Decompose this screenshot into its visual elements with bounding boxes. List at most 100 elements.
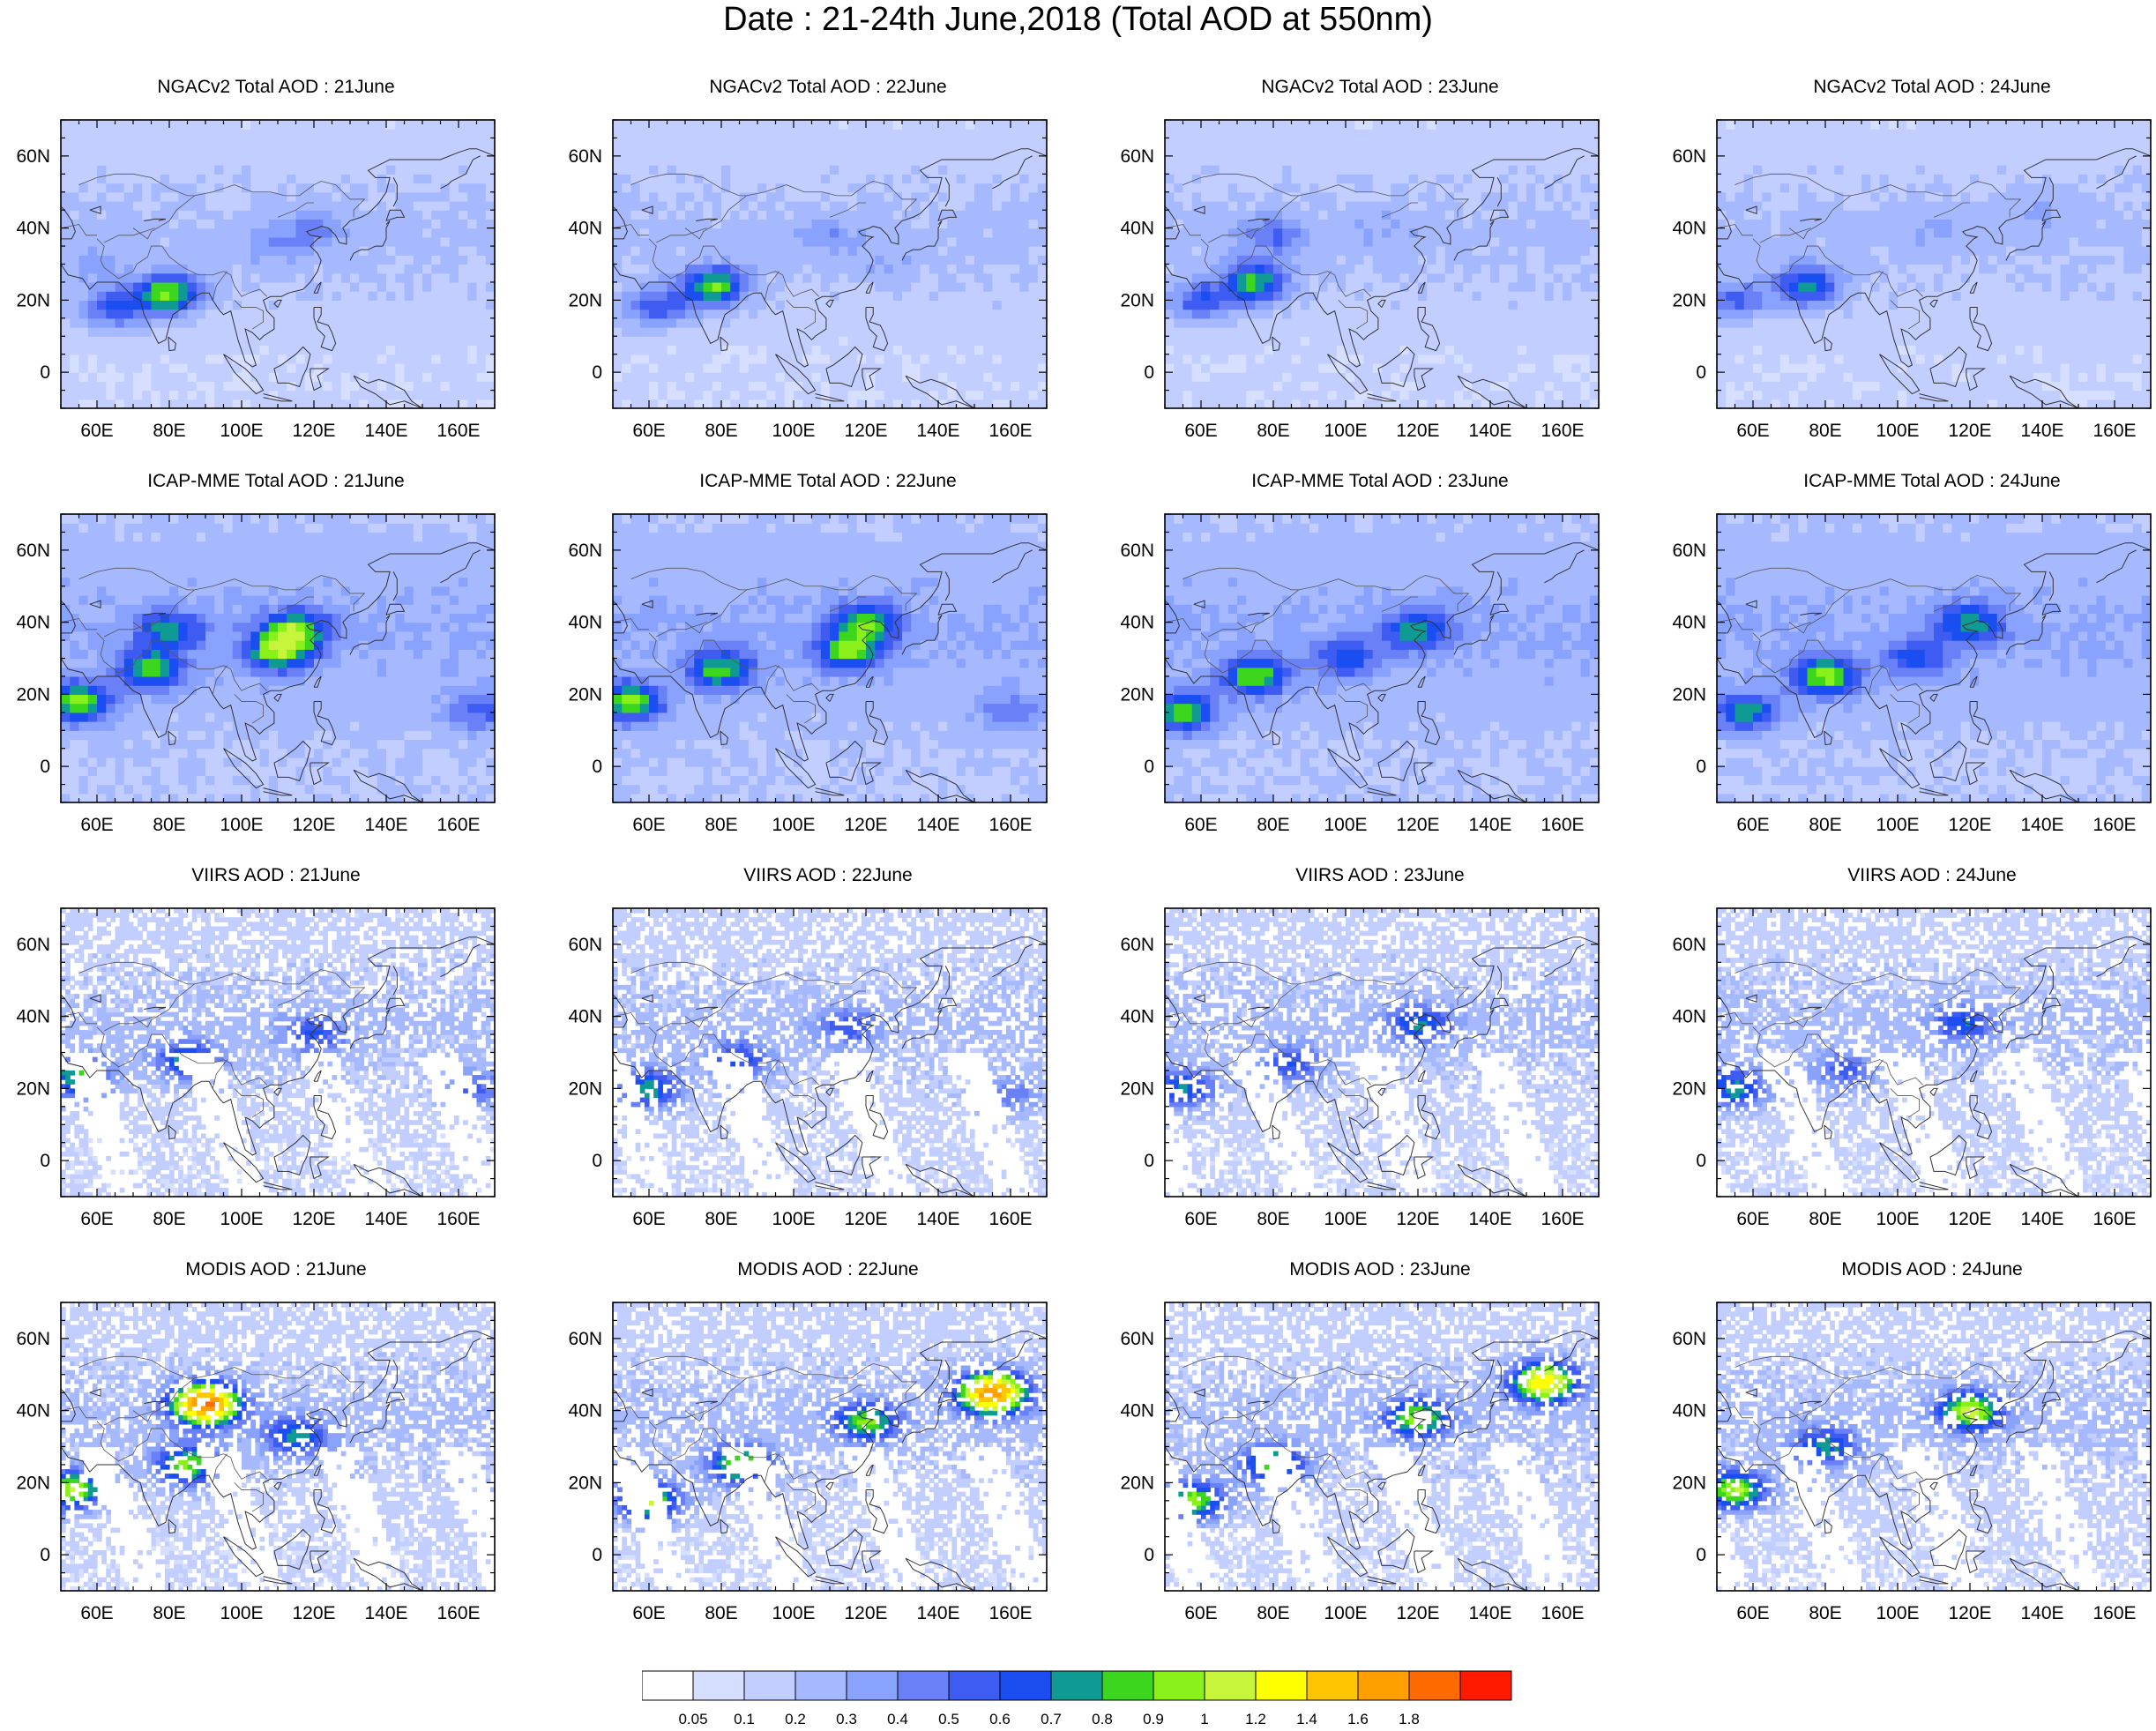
aod-cell <box>486 363 496 373</box>
aod-cell <box>857 265 867 274</box>
aod-cell <box>1382 372 1391 382</box>
aod-cell <box>250 246 260 256</box>
aod-cell <box>116 246 125 256</box>
aod-cell <box>1038 391 1048 400</box>
aod-cell <box>1382 228 1391 238</box>
aod-cell <box>893 147 903 157</box>
aod-cell <box>712 201 722 211</box>
aod-cell <box>921 345 930 354</box>
aod-cell <box>1518 210 1527 220</box>
aod-cell <box>640 120 650 130</box>
aod-cell <box>477 291 487 301</box>
aod-cell <box>1019 318 1029 328</box>
aod-cell <box>1237 363 1247 373</box>
aod-cell <box>640 363 650 373</box>
aod-cell <box>839 391 848 400</box>
aod-cell <box>1019 345 1029 354</box>
aod-cell <box>1165 255 1175 265</box>
aod-cell <box>1002 399 1011 409</box>
aod-cell <box>766 147 776 157</box>
aod-cell <box>1228 282 1238 292</box>
aod-cell <box>966 291 975 301</box>
aod-cell <box>1228 228 1238 238</box>
aod-cell <box>1400 300 1410 310</box>
y-tick-label: 20N <box>16 290 50 310</box>
aod-cell <box>757 147 767 157</box>
aod-cell <box>740 345 750 354</box>
aod-cell <box>296 246 306 256</box>
aod-cell <box>1473 138 1482 147</box>
aod-cell <box>422 165 432 175</box>
aod-cell <box>359 174 369 183</box>
aod-cell <box>1002 300 1011 310</box>
aod-cell <box>314 210 324 220</box>
aod-cell <box>233 310 242 319</box>
aod-cell <box>694 354 704 364</box>
aod-cell <box>395 255 405 265</box>
aod-cell <box>1590 372 1600 382</box>
aod-cell <box>1201 183 1211 193</box>
aod-cell <box>1509 219 1518 228</box>
aod-cell <box>622 300 631 310</box>
aod-cell <box>1581 138 1591 147</box>
aod-cell <box>1400 147 1410 157</box>
aod-cell <box>287 237 296 247</box>
aod-cell <box>685 318 695 328</box>
aod-cell <box>1445 210 1455 220</box>
aod-cell <box>197 120 206 130</box>
aod-cell <box>802 310 812 319</box>
aod-cell <box>721 391 731 400</box>
aod-cell <box>178 291 188 301</box>
aod-cell <box>929 300 939 310</box>
aod-cell <box>776 165 786 175</box>
aod-cell <box>1237 327 1247 337</box>
aod-cell <box>450 381 459 391</box>
aod-cell <box>1445 228 1455 238</box>
aod-cell <box>386 363 396 373</box>
aod-cell <box>676 192 686 202</box>
aod-cell <box>857 129 867 138</box>
aod-cell <box>332 138 342 147</box>
aod-cell <box>250 183 260 193</box>
aod-cell <box>921 354 930 364</box>
aod-cell <box>1256 228 1265 238</box>
aod-cell <box>1364 174 1374 183</box>
aod-cell <box>1228 310 1238 319</box>
aod-cell <box>1292 129 1302 138</box>
aod-cell <box>740 237 750 247</box>
aod-cell <box>314 156 324 166</box>
aod-cell <box>1545 354 1555 364</box>
aod-cell <box>214 228 224 238</box>
aod-cell <box>1292 120 1302 130</box>
aod-cell <box>467 282 477 292</box>
aod-cell <box>467 265 477 274</box>
aod-cell <box>405 372 414 382</box>
aod-cell <box>622 391 631 400</box>
aod-cell <box>1228 399 1238 409</box>
aod-cell <box>848 391 858 400</box>
aod-cell <box>116 318 125 328</box>
aod-cell <box>974 282 984 292</box>
aod-cell <box>250 372 260 382</box>
aod-cell <box>1346 237 1355 247</box>
aod-cell <box>395 345 405 354</box>
aod-cell <box>386 345 396 354</box>
aod-cell <box>1165 129 1175 138</box>
aod-cell <box>1526 363 1536 373</box>
aod-cell <box>712 192 722 202</box>
aod-cell <box>712 318 722 328</box>
aod-cell <box>386 282 396 292</box>
aod-cell <box>668 219 677 228</box>
aod-cell <box>1192 354 1202 364</box>
aod-cell <box>938 327 948 337</box>
aod-cell <box>766 363 776 373</box>
aod-cell <box>839 255 848 265</box>
aod-cell <box>1002 255 1011 265</box>
aod-cell <box>205 336 215 346</box>
aod-cell <box>188 273 198 283</box>
aod-cell <box>938 129 948 138</box>
aod-cell <box>1174 282 1183 292</box>
aod-cell <box>1436 219 1446 228</box>
aod-cell <box>848 237 858 247</box>
aod-cell <box>250 174 260 183</box>
